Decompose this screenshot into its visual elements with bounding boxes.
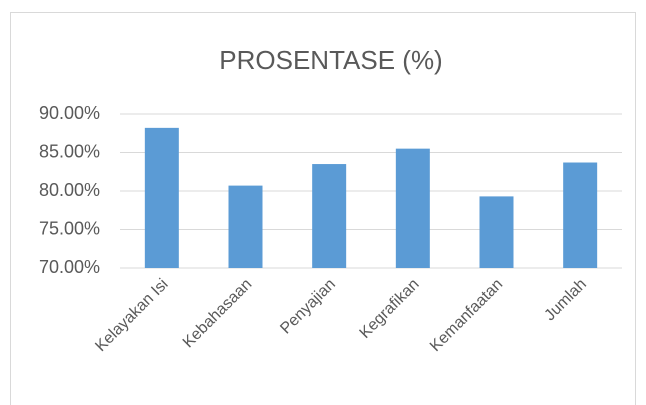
bar <box>395 148 430 268</box>
chart-title: PROSENTASE (%) <box>219 45 442 75</box>
bar <box>312 164 347 268</box>
bar <box>479 196 514 268</box>
bar <box>144 127 179 268</box>
y-tick-label: 90.00% <box>39 103 100 123</box>
y-tick-label: 70.00% <box>39 257 100 277</box>
y-tick-label: 85.00% <box>39 141 100 161</box>
bar <box>228 185 263 268</box>
y-tick-label: 75.00% <box>39 218 100 238</box>
y-tick-label: 80.00% <box>39 180 100 200</box>
bar <box>563 162 598 268</box>
